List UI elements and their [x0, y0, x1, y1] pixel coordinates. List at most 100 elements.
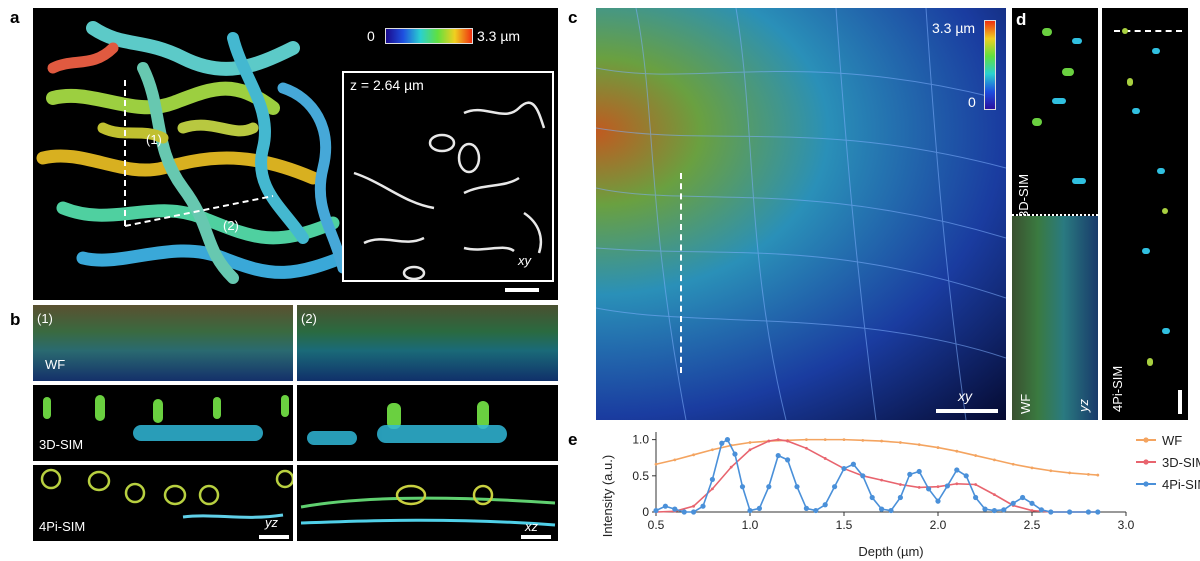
- colorbar-min-label: 0: [367, 28, 375, 44]
- scale-bar-b2: [521, 535, 551, 539]
- panel-b-letter: b: [10, 310, 21, 329]
- data-point-4pi-sim: [1001, 507, 1007, 513]
- data-point-4pi-sim: [794, 484, 800, 490]
- x-tick-label: 2.5: [1024, 518, 1041, 532]
- data-point-wf: [955, 449, 959, 453]
- y-axis-label: Intensity (a.u.): [600, 455, 615, 537]
- x-tick-label: 1.5: [836, 518, 853, 532]
- inset-mito-outlines: [353, 101, 546, 280]
- x-tick-label: 1.0: [742, 518, 759, 532]
- inset-xy: z = 2.64 µm xy: [342, 71, 554, 282]
- data-point-4pi-sim: [897, 494, 903, 501]
- data-point-4pi-sim: [1085, 509, 1091, 515]
- data-point-wf: [823, 438, 827, 442]
- data-point-4pi-sim: [963, 473, 969, 479]
- b1-4pisim-rings: [40, 468, 293, 519]
- b-plane-right-label: xz: [525, 519, 538, 534]
- data-point-wf: [805, 438, 808, 442]
- b1-wf-label: WF: [45, 357, 66, 372]
- data-point-wf: [936, 446, 940, 449]
- data-point-wf: [899, 441, 902, 444]
- y-tick-label: 0.5: [632, 469, 649, 483]
- d-3dsim-signal: [1032, 28, 1086, 184]
- colorbar-c-max-label: 3.3 µm: [932, 20, 976, 36]
- data-point-4pi-sim: [662, 503, 668, 509]
- roi-lines: [124, 80, 274, 227]
- d-3dsim-label: 3D-SIM: [1016, 173, 1031, 218]
- data-point-4pi-sim: [973, 494, 979, 501]
- x-tick-label: 3.0: [1118, 518, 1135, 532]
- data-point-3d-sim: [993, 493, 996, 497]
- data-point-4pi-sim: [860, 473, 866, 479]
- legend-label-wf: WF: [1162, 433, 1182, 448]
- b2-4pisim-image: xz: [297, 465, 558, 541]
- b-plane-left-label: yz: [265, 515, 278, 530]
- data-point-4pi-sim: [879, 506, 885, 512]
- data-point-4pi-sim: [888, 507, 894, 514]
- b1-3dsim-image: 3D-SIM: [33, 385, 293, 461]
- data-point-3d-sim: [955, 482, 959, 486]
- panel-d-letter: d: [1016, 10, 1027, 29]
- d-plane-label: yz: [1076, 399, 1091, 412]
- data-point-wf: [1087, 472, 1090, 476]
- data-point-wf: [880, 439, 883, 443]
- inset-plane-label: xy: [518, 253, 531, 268]
- data-point-3d-sim: [729, 465, 733, 469]
- data-point-4pi-sim: [672, 506, 678, 512]
- scale-bar-a: [505, 288, 539, 292]
- data-point-4pi-sim: [1029, 500, 1035, 506]
- b1-3dsim-label: 3D-SIM: [39, 437, 84, 452]
- data-point-wf: [1049, 469, 1053, 473]
- data-point-wf: [1068, 471, 1071, 475]
- data-point-4pi-sim: [850, 461, 856, 467]
- d-profile-line: [1114, 30, 1182, 32]
- panel-c-image: 3.3 µm 0 xy: [596, 8, 1006, 420]
- x-axis-label: Depth (µm): [858, 544, 923, 559]
- y-tick-label: 0: [642, 505, 649, 519]
- profile-line: [680, 173, 682, 373]
- d-divider: [1012, 214, 1098, 216]
- data-point-3d-sim: [786, 439, 789, 443]
- b-roi-1-label: (1): [37, 311, 53, 326]
- neurite-network: [596, 8, 1006, 420]
- data-point-4pi-sim: [907, 471, 913, 477]
- b1-4pisim-image: 4Pi-SIM yz: [33, 465, 293, 541]
- data-point-4pi-sim: [775, 452, 781, 459]
- b-roi-2-label: (2): [301, 311, 317, 326]
- intensity-depth-chart: Intensity (a.u.) Depth (µm) 0.5 1.0 1.5 2.0…: [600, 432, 1200, 559]
- colorbar-max-label: 3.3 µm: [477, 28, 521, 44]
- data-point-4pi-sim: [813, 507, 819, 514]
- data-point-4pi-sim: [944, 483, 950, 489]
- b1-4pisim-label: 4Pi-SIM: [39, 519, 86, 534]
- data-point-wf: [1096, 473, 1100, 477]
- data-point-wf: [654, 462, 658, 466]
- data-point-4pi-sim: [700, 503, 706, 509]
- x-tick-label: 0.5: [648, 518, 665, 532]
- data-point-4pi-sim: [1010, 500, 1016, 506]
- data-point-wf: [711, 448, 714, 452]
- data-point-4pi-sim: [822, 502, 828, 508]
- data-point-4pi-sim: [766, 484, 772, 490]
- legend-marker-wf: [1143, 437, 1149, 443]
- data-point-3d-sim: [917, 485, 921, 489]
- legend-label-3d-sim: 3D-SIM: [1162, 455, 1200, 470]
- data-point-4pi-sim: [926, 486, 932, 492]
- data-point-3d-sim: [692, 504, 695, 508]
- b2-3dsim-signal: [307, 401, 507, 445]
- data-point-4pi-sim: [1067, 509, 1073, 515]
- data-point-3d-sim: [974, 483, 977, 486]
- data-point-3d-sim: [1030, 509, 1034, 512]
- data-point-4pi-sim: [1020, 494, 1026, 501]
- data-point-3d-sim: [767, 439, 771, 443]
- data-point-4pi-sim: [747, 507, 753, 514]
- data-point-4pi-sim: [653, 507, 659, 514]
- data-point-3d-sim: [805, 446, 808, 450]
- data-point-wf: [993, 458, 996, 462]
- data-point-wf: [974, 454, 977, 457]
- panel-e-letter: e: [568, 430, 578, 449]
- data-point-wf: [673, 458, 677, 462]
- data-point-3d-sim: [776, 438, 780, 442]
- data-point-4pi-sim: [724, 437, 731, 443]
- data-point-4pi-sim: [982, 506, 988, 512]
- data-point-wf: [692, 453, 695, 457]
